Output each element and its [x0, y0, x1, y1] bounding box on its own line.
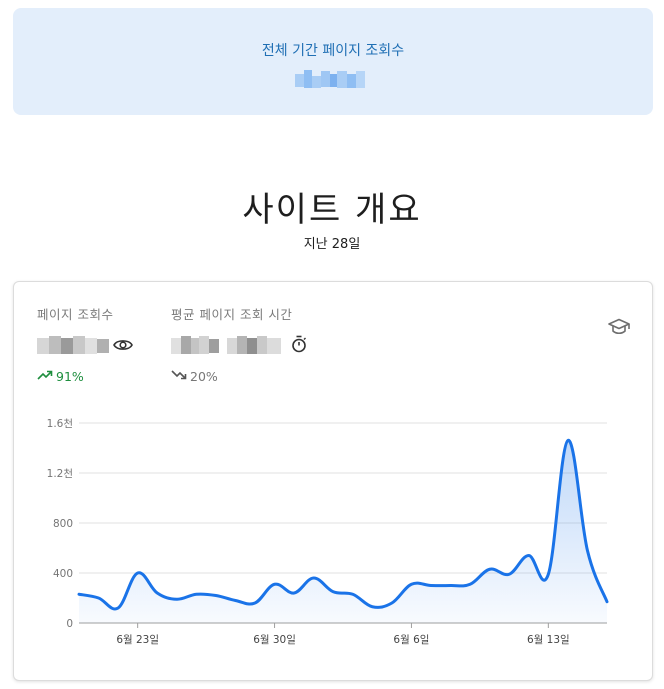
y-tick-label: 400 — [53, 568, 73, 580]
total-views-label: 전체 기간 페이지 조회수 — [13, 40, 653, 60]
period-label: 지난 28일 — [0, 233, 664, 252]
x-tick-label: 6월 13일 — [527, 633, 570, 646]
avg-time-change: 20% — [190, 369, 218, 384]
stopwatch-icon — [291, 335, 307, 357]
total-views-banner: 전체 기간 페이지 조회수 — [13, 8, 653, 115]
avg-time-metric: 평균 페이지 조회 시간 20% — [171, 304, 307, 384]
x-tick-label: 6월 23일 — [116, 633, 159, 646]
page-title: 사이트 개요 — [0, 182, 664, 231]
views-value-redacted — [37, 334, 111, 358]
avg-time-value-redacted — [171, 334, 287, 358]
total-views-value-redacted — [293, 68, 373, 92]
trending-up-icon — [37, 369, 53, 384]
x-tick-label: 6월 6일 — [393, 633, 429, 646]
views-label: 페이지 조회수 — [37, 304, 133, 323]
y-tick-label: 800 — [53, 518, 73, 530]
trending-down-icon — [171, 369, 187, 384]
views-line — [79, 440, 607, 609]
views-area — [79, 440, 607, 623]
y-tick-label: 1.2천 — [47, 468, 73, 480]
x-tick-label: 6월 30일 — [253, 633, 296, 646]
views-change: 91% — [56, 369, 84, 384]
overview-card: 페이지 조회수 91% 평균 페이지 조회 시간 — [13, 281, 653, 681]
eye-icon — [113, 337, 133, 356]
y-tick-label: 0 — [66, 618, 73, 630]
avg-time-label: 평균 페이지 조회 시간 — [171, 304, 307, 323]
views-metric: 페이지 조회수 91% — [37, 304, 133, 384]
graduation-cap-icon[interactable] — [608, 318, 630, 340]
y-tick-label: 1.6천 — [47, 418, 73, 430]
